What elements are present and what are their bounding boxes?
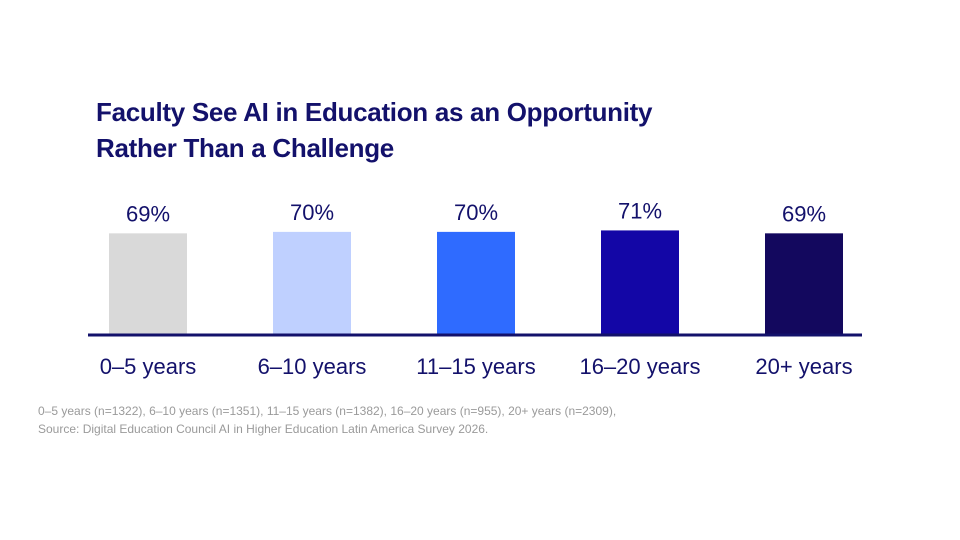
bars-group (109, 230, 843, 334)
x-tick-labels-group: 0–5 years 6–10 years 11–15 years 16–20 year… (100, 354, 853, 379)
bar-3 (437, 231, 515, 334)
footnote-source: Source: Digital Education Council AI in … (38, 422, 489, 436)
footnote-sample-sizes: 0–5 years (n=1322), 6–10 years (n=1351),… (38, 404, 617, 418)
value-label-5: 69% (782, 201, 826, 226)
x-tick-label-5: 20+ years (755, 354, 852, 379)
bar-5 (765, 233, 843, 334)
value-labels-group: 69% 70% 70% 71% 69% (126, 198, 826, 226)
chart-title-line-2: Rather Than a Challenge (96, 133, 394, 163)
bar-2 (273, 231, 351, 334)
value-label-2: 70% (290, 200, 334, 225)
bar-1 (109, 233, 187, 334)
value-label-3: 70% (454, 200, 498, 225)
chart-title: Faculty See AI in Education as an Opport… (96, 94, 796, 166)
value-label-4: 71% (618, 198, 662, 223)
x-tick-label-4: 16–20 years (579, 354, 700, 379)
x-tick-label-1: 0–5 years (100, 354, 197, 379)
x-tick-label-3: 11–15 years (416, 354, 535, 379)
bar-4 (601, 230, 679, 334)
chart-footnote: 0–5 years (n=1322), 6–10 years (n=1351),… (38, 402, 918, 438)
x-tick-label-2: 6–10 years (258, 354, 367, 379)
value-label-1: 69% (126, 201, 170, 226)
chart-title-line-1: Faculty See AI in Education as an Opport… (96, 97, 653, 127)
